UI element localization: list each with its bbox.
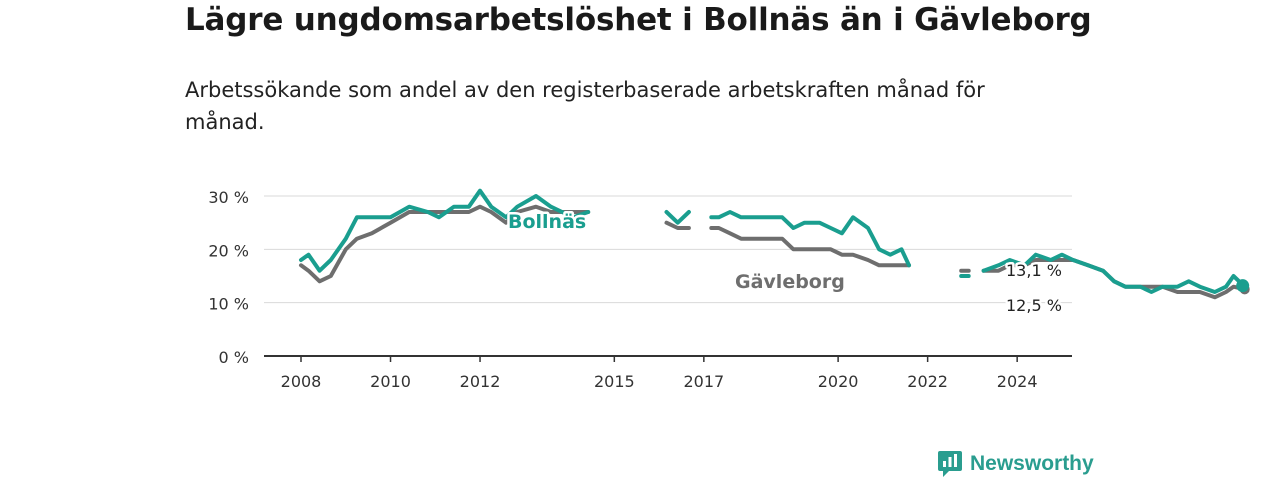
y-axis-labels: 0 % 10 % 20 % 30 %	[208, 188, 249, 367]
series-line-bollns	[299, 188, 591, 273]
x-tick-label: 2017	[683, 372, 724, 391]
series-line-gvleborg	[709, 226, 911, 268]
x-tick-label: 2020	[818, 372, 859, 391]
x-tick-label: 2022	[907, 372, 948, 391]
series-line-bollns	[664, 210, 691, 225]
series-lines	[299, 188, 1250, 300]
y-tick-label: 20 %	[208, 241, 249, 260]
series-label-gavleborg: Gävleborg	[735, 271, 845, 293]
y-tick-label: 30 %	[208, 188, 249, 207]
y-tick-label: 10 %	[208, 295, 249, 314]
y-tick-label: 0 %	[219, 348, 249, 367]
x-tick-label: 2012	[460, 372, 501, 391]
series-line-bollns	[709, 210, 911, 268]
end-label-gavleborg: 12,5 %	[1006, 296, 1062, 315]
series-label-bollnas-halo: Bollnäs	[508, 211, 586, 233]
series-label-gavleborg-halo: Gävleborg	[735, 271, 845, 293]
series-label-bollnas: Bollnäs	[508, 211, 586, 233]
newsworthy-logo-icon	[938, 451, 962, 477]
x-tick-label: 2015	[594, 372, 635, 391]
end-label-bollnas: 13,1 %	[1006, 261, 1062, 280]
grid-lines	[264, 195, 1072, 304]
end-label-gavleborg-halo: 12,5 %	[1006, 296, 1062, 315]
x-axis: 2008 2010 2012 2015 2017 2020 2022 2024	[264, 355, 1072, 391]
chart-subtitle: Arbetssökande som andel av den registerb…	[185, 78, 985, 134]
brand-name: Newsworthy	[970, 452, 1094, 475]
series-line-bollns	[981, 252, 1247, 294]
chart-title: Lägre ungdomsarbetslöshet i Bollnäs än i…	[185, 2, 1092, 38]
end-point-bollnas	[1236, 279, 1250, 293]
end-label-bollnas-halo: 13,1 %	[1006, 261, 1062, 280]
newsworthy-brand[interactable]: Newsworthy	[937, 449, 1094, 479]
x-tick-label: 2010	[370, 372, 411, 391]
x-tick-label: 2024	[997, 372, 1038, 391]
series-line-gvleborg	[664, 220, 691, 230]
x-tick-label: 2008	[281, 372, 322, 391]
